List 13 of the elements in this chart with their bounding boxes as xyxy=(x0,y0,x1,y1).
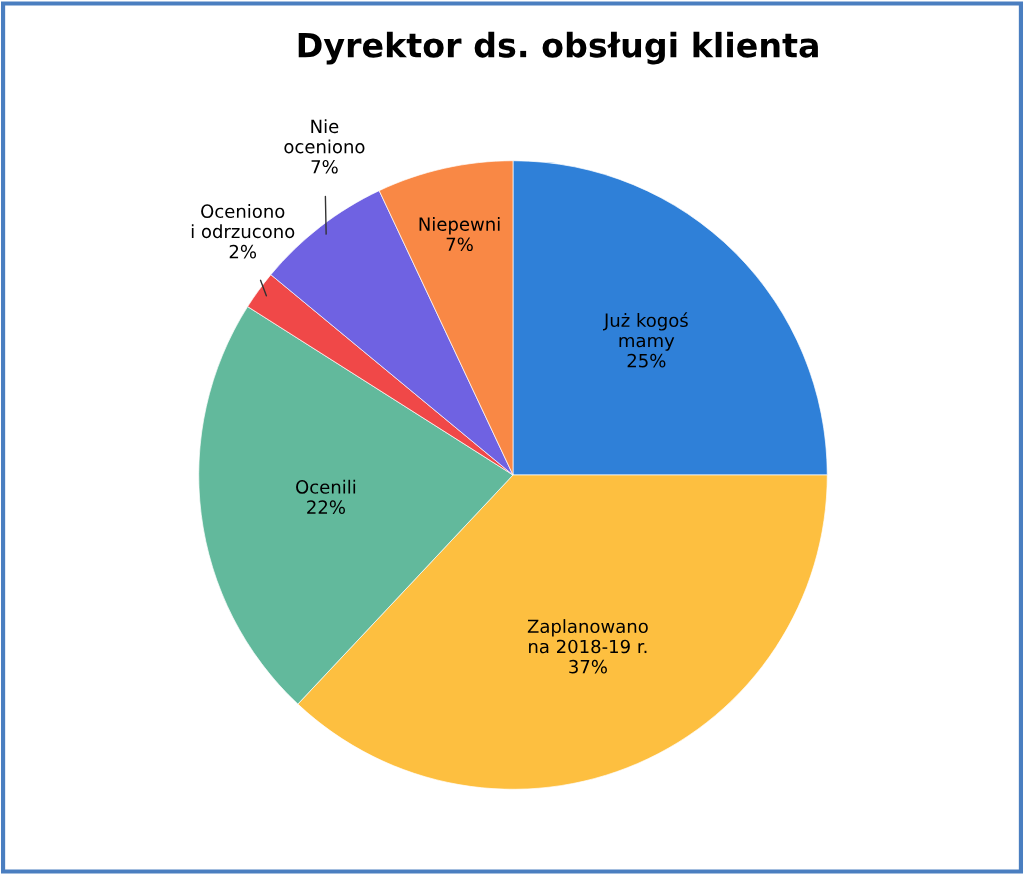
data-label: 22% xyxy=(307,500,345,514)
slice-label: Niepewni xyxy=(419,216,500,235)
data-label: 2% xyxy=(229,244,257,259)
slice-label: Nie oceniono xyxy=(284,119,365,154)
slice-label: Ocenili xyxy=(296,479,356,494)
data-label: 37% xyxy=(569,659,607,674)
data-label: 7% xyxy=(311,159,338,174)
data-label: 7% xyxy=(446,237,473,252)
chart-title: Dyrektor ds. obsługi klienta xyxy=(298,31,818,65)
data-label: 25% xyxy=(627,353,666,368)
slice-label: Zaplanowano na 2018-19 r. xyxy=(527,619,648,654)
slice-label: Już kogoś mamy xyxy=(603,312,688,351)
slice-label: Oceniono i odrzucono xyxy=(191,204,295,239)
